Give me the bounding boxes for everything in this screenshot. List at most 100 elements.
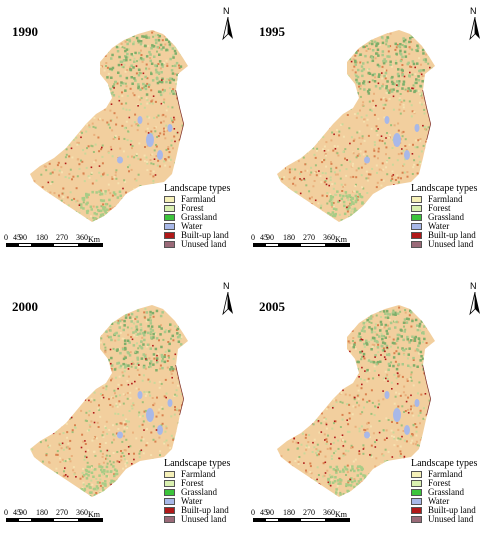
legend-swatch bbox=[411, 205, 422, 212]
legend-label: Forest bbox=[428, 203, 451, 213]
legend: Landscape types Farmland Forest Grassland W… bbox=[411, 458, 494, 524]
scale-segment bbox=[254, 519, 266, 521]
legend-swatch bbox=[164, 196, 175, 203]
map-panel-1990: 1990 N Landscape types Farmland Forest Gra… bbox=[0, 0, 247, 275]
north-label: N bbox=[223, 6, 230, 16]
scale-unit: Km bbox=[335, 510, 347, 519]
scale-tick: 90 bbox=[266, 508, 274, 517]
region-outline bbox=[277, 30, 435, 222]
legend-label: Unused land bbox=[428, 514, 474, 524]
legend-title: Landscape types bbox=[164, 183, 231, 194]
scale-unit: Km bbox=[88, 510, 100, 519]
region-map bbox=[277, 305, 435, 497]
legend-swatch bbox=[164, 507, 175, 514]
legend-item: Grassland bbox=[411, 488, 494, 497]
legend-item: Forest bbox=[411, 479, 494, 488]
scale-bar-graphic bbox=[253, 243, 350, 247]
scale-segment bbox=[54, 519, 78, 521]
legend-label: Built-up land bbox=[181, 505, 229, 515]
legend-swatch bbox=[164, 471, 175, 478]
scale-tick: 180 bbox=[36, 233, 48, 242]
scale-segment bbox=[7, 244, 19, 246]
legend-label: Water bbox=[181, 496, 203, 506]
region-map bbox=[30, 305, 188, 497]
legend-item: Grassland bbox=[411, 213, 494, 222]
scale-tick: 0 bbox=[251, 233, 255, 242]
legend-swatch bbox=[411, 223, 422, 230]
legend-title: Landscape types bbox=[411, 458, 478, 469]
legend-item: Forest bbox=[164, 479, 248, 488]
scale-segment bbox=[18, 519, 31, 521]
north-label: N bbox=[470, 281, 477, 291]
legend-swatch bbox=[164, 214, 175, 221]
scale-tick: 0 bbox=[251, 508, 255, 517]
legend-label: Built-up land bbox=[428, 505, 476, 515]
scale-bar: 0 45 90 180 270 360 Km bbox=[4, 508, 134, 528]
legend-item: Water bbox=[411, 497, 494, 506]
scale-tick: 45 bbox=[260, 233, 268, 242]
legend-item: Built-up land bbox=[164, 506, 248, 515]
legend-swatch bbox=[411, 516, 422, 523]
legend-label: Forest bbox=[181, 478, 204, 488]
scale-bar: 0 45 90 180 270 360 Km bbox=[251, 508, 381, 528]
legend-swatch bbox=[411, 480, 422, 487]
legend-item: Grassland bbox=[164, 213, 248, 222]
scale-tick: 45 bbox=[13, 508, 21, 517]
legend-label: Unused land bbox=[428, 239, 474, 249]
scale-segment bbox=[277, 519, 301, 521]
legend-label: Forest bbox=[428, 478, 451, 488]
scale-segment bbox=[301, 519, 325, 521]
legend-item: Water bbox=[164, 497, 248, 506]
legend-label: Grassland bbox=[428, 212, 464, 222]
legend-item: Unused land bbox=[411, 240, 494, 249]
legend-label: Unused land bbox=[181, 239, 227, 249]
legend-swatch bbox=[411, 241, 422, 248]
legend-label: Farmland bbox=[181, 194, 216, 204]
legend-label: Grassland bbox=[181, 212, 217, 222]
legend-item: Water bbox=[411, 222, 494, 231]
scale-tick: 270 bbox=[303, 508, 315, 517]
scale-tick: 90 bbox=[19, 508, 27, 517]
legend-label: Grassland bbox=[181, 487, 217, 497]
legend-swatch bbox=[411, 214, 422, 221]
legend-label: Water bbox=[428, 496, 450, 506]
legend-item: Unused land bbox=[164, 240, 248, 249]
legend-item: Grassland bbox=[164, 488, 248, 497]
legend-label: Built-up land bbox=[428, 230, 476, 240]
scale-segment bbox=[265, 519, 278, 521]
legend-swatch bbox=[411, 232, 422, 239]
scale-tick: 270 bbox=[56, 508, 68, 517]
scale-bar-graphic bbox=[253, 518, 350, 522]
scale-segment bbox=[7, 519, 19, 521]
legend-swatch bbox=[164, 498, 175, 505]
legend-item: Forest bbox=[164, 204, 248, 213]
legend-items: Farmland Forest Grassland Water Built-up lan… bbox=[164, 470, 248, 524]
legend-item: Unused land bbox=[164, 515, 248, 524]
legend-label: Farmland bbox=[181, 469, 216, 479]
legend-label: Forest bbox=[181, 203, 204, 213]
legend-swatch bbox=[164, 489, 175, 496]
panel-year: 1995 bbox=[259, 24, 285, 39]
scale-segment bbox=[265, 244, 278, 246]
legend-item: Farmland bbox=[411, 470, 494, 479]
north-arrow: N bbox=[467, 6, 483, 42]
scale-segment bbox=[54, 244, 78, 246]
map-panel-2005: 2005 N Landscape types Farmland Forest Gra… bbox=[247, 275, 494, 550]
panel-year: 2000 bbox=[12, 299, 38, 314]
scale-tick: 0 bbox=[4, 233, 8, 242]
legend: Landscape types Farmland Forest Grassland W… bbox=[164, 458, 248, 524]
legend-swatch bbox=[164, 480, 175, 487]
legend-item: Farmland bbox=[411, 195, 494, 204]
legend-item: Built-up land bbox=[164, 231, 248, 240]
scale-bar: 0 45 90 180 270 360 Km bbox=[251, 233, 381, 253]
panel-year: 2005 bbox=[259, 299, 285, 314]
legend-swatch bbox=[411, 471, 422, 478]
legend-swatch bbox=[164, 223, 175, 230]
legend-items: Farmland Forest Grassland Water Built-up lan… bbox=[164, 195, 248, 249]
scale-tick: 45 bbox=[260, 508, 268, 517]
legend-label: Unused land bbox=[181, 514, 227, 524]
scale-segment bbox=[77, 244, 102, 246]
legend-items: Farmland Forest Grassland Water Built-up lan… bbox=[411, 470, 494, 524]
legend-swatch bbox=[164, 241, 175, 248]
scale-tick: 180 bbox=[36, 508, 48, 517]
